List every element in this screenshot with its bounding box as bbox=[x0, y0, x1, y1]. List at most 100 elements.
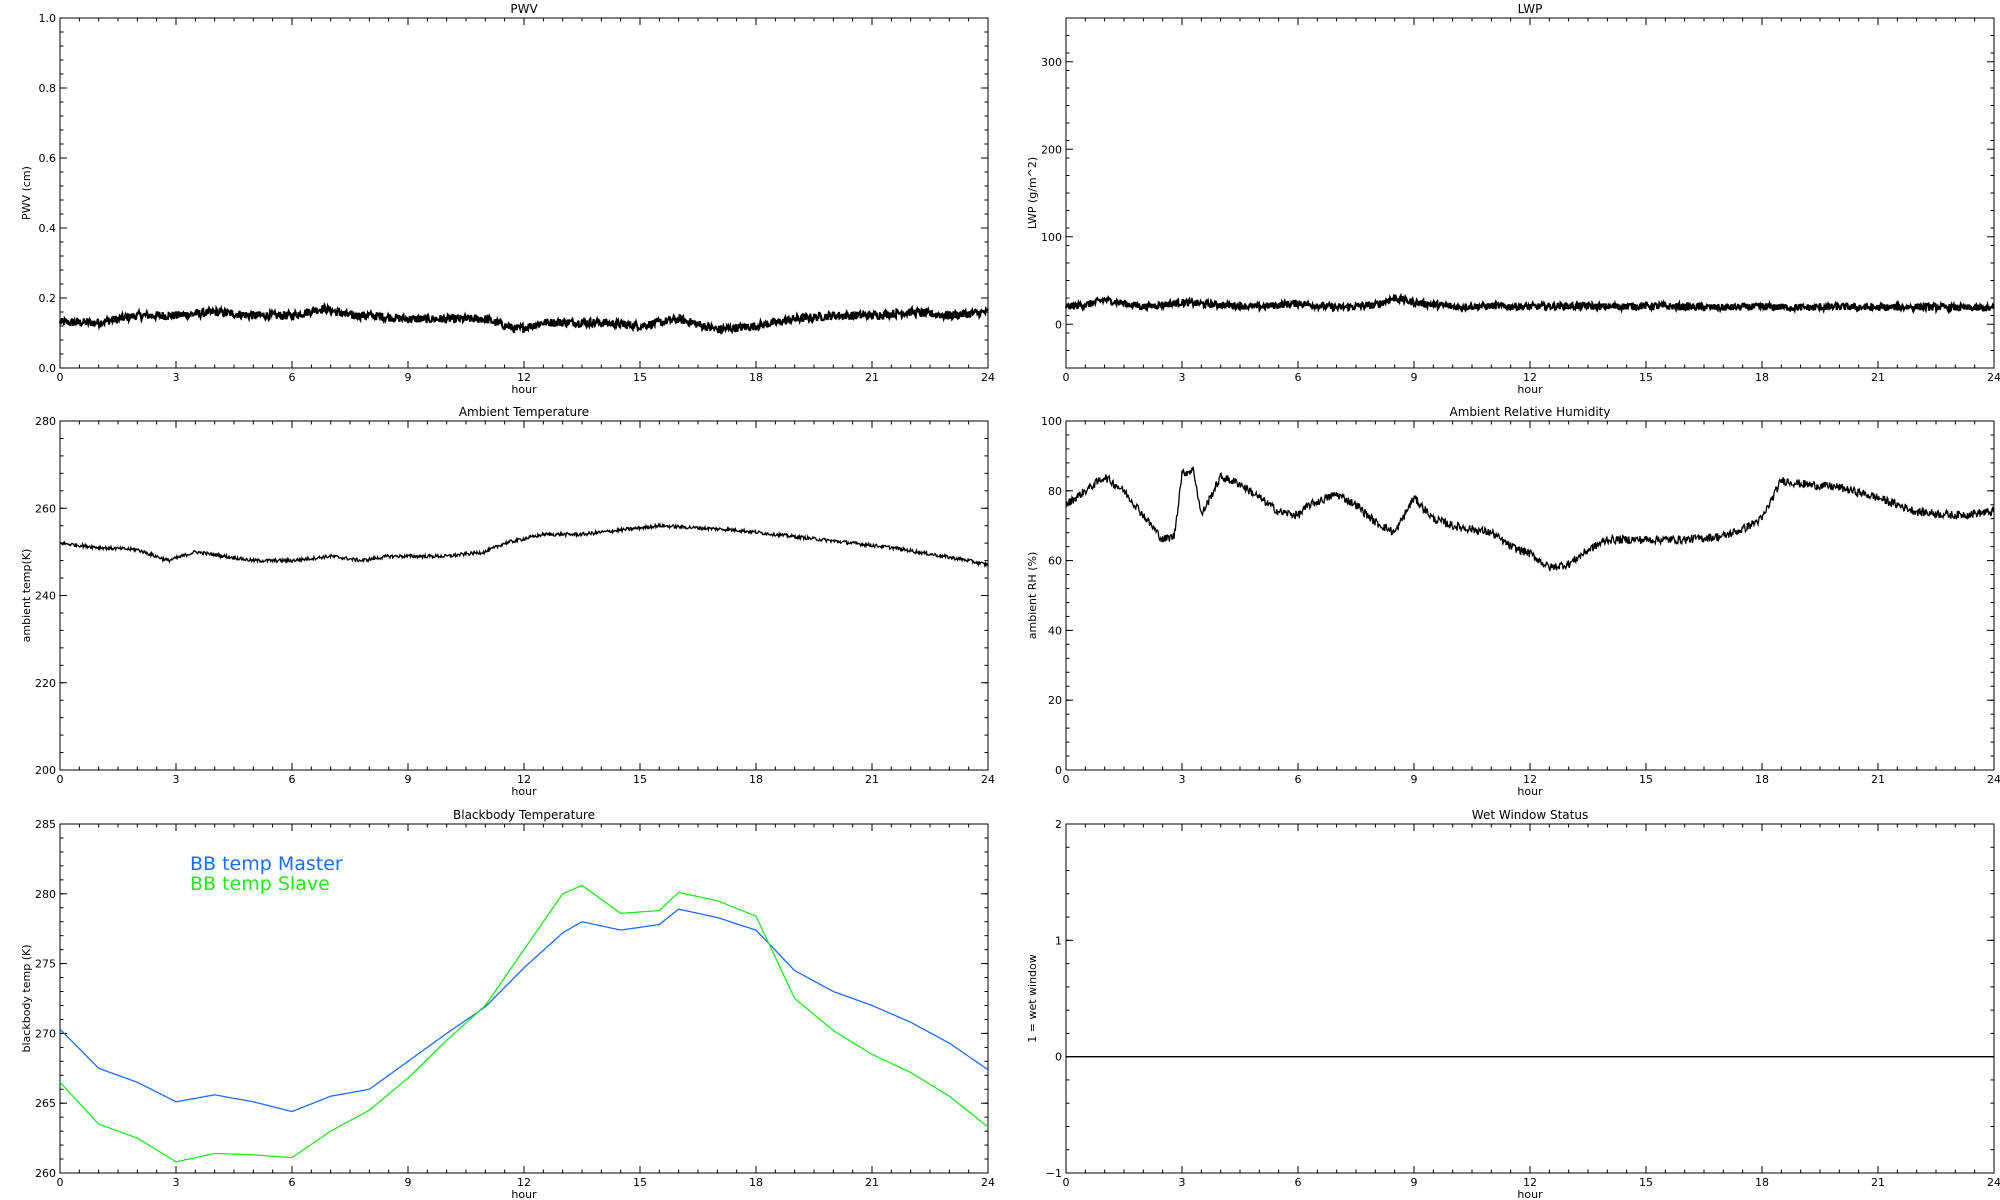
x-tick-label: 15 bbox=[1639, 773, 1653, 786]
x-tick-label: 6 bbox=[1295, 1176, 1302, 1189]
y-tick-label: 280 bbox=[35, 415, 56, 428]
x-tick-label: 15 bbox=[1639, 371, 1653, 384]
x-tick-label: 21 bbox=[865, 371, 879, 384]
y-axis-label: ambient RH (%) bbox=[1026, 552, 1039, 640]
x-axis-label: hour bbox=[1517, 1188, 1543, 1200]
chart-panel-4: Ambient Relative Humidity 0 3 6 9 12 15 18 21 24 h… bbox=[1026, 405, 2000, 798]
x-tick-label: 9 bbox=[1411, 1176, 1418, 1189]
x-tick-label: 15 bbox=[633, 773, 647, 786]
legend-entry: BB temp Slave bbox=[190, 873, 330, 895]
plot-frame bbox=[1065, 823, 1995, 1174]
chart-panel-5: Blackbody Temperature 0 3 6 9 12 15 18 21 24 hour 2… bbox=[20, 808, 995, 1200]
y-axis-label: 1 = wet window bbox=[1026, 954, 1039, 1043]
x-tick-label: 3 bbox=[173, 1176, 180, 1189]
y-tick-label: 260 bbox=[35, 1167, 56, 1180]
y-tick-label: 240 bbox=[35, 590, 56, 603]
x-tick-label: 6 bbox=[1295, 371, 1302, 384]
plot-frame bbox=[1065, 420, 1995, 771]
x-tick-label: 21 bbox=[865, 1176, 879, 1189]
x-tick-label: 12 bbox=[517, 1176, 531, 1189]
x-tick-label: 12 bbox=[517, 773, 531, 786]
chart-title: Ambient Relative Humidity bbox=[1450, 405, 1611, 419]
plot-frame bbox=[1065, 17, 1995, 369]
x-tick-label: 24 bbox=[981, 1176, 995, 1189]
y-tick-label: 100 bbox=[1041, 231, 1062, 244]
x-tick-label: 18 bbox=[749, 1176, 763, 1189]
plot-frame bbox=[59, 420, 989, 771]
chart-title: Ambient Temperature bbox=[459, 405, 589, 419]
y-tick-label: 60 bbox=[1048, 555, 1062, 568]
x-tick-label: 3 bbox=[1179, 773, 1186, 786]
x-tick-label: 9 bbox=[1411, 773, 1418, 786]
x-tick-label: 24 bbox=[1987, 1176, 2000, 1189]
x-tick-label: 9 bbox=[405, 371, 412, 384]
x-tick-label: 21 bbox=[1871, 371, 1885, 384]
x-axis-label: hour bbox=[511, 785, 537, 798]
x-tick-label: 21 bbox=[1871, 1176, 1885, 1189]
series-line-1 bbox=[59, 521, 989, 568]
y-tick-label: 80 bbox=[1048, 485, 1062, 498]
y-tick-label: 40 bbox=[1048, 624, 1062, 637]
x-tick-label: 0 bbox=[57, 1176, 64, 1189]
x-tick-label: 15 bbox=[633, 371, 647, 384]
x-tick-label: 0 bbox=[57, 371, 64, 384]
y-tick-label: 300 bbox=[1041, 56, 1062, 69]
chart-panel-1: PWV 0 3 6 9 12 15 18 21 24 hour 0.0 0.2 0.4 0.6 0.8 1.0 P… bbox=[20, 2, 995, 396]
x-tick-label: 9 bbox=[405, 773, 412, 786]
chart-panel-2: LWP 0 3 6 9 12 15 18 21 24 hour 0 100 200 300 LWP (g/m^… bbox=[1026, 2, 2000, 396]
chart-panel-3: Ambient Temperature 0 3 6 9 12 15 18 21 24 hour 200… bbox=[20, 405, 995, 798]
y-tick-label: 275 bbox=[35, 958, 56, 971]
x-tick-label: 6 bbox=[289, 371, 296, 384]
y-tick-label: 285 bbox=[35, 818, 56, 831]
x-tick-label: 6 bbox=[289, 773, 296, 786]
x-tick-label: 24 bbox=[1987, 371, 2000, 384]
x-tick-label: 12 bbox=[1523, 1176, 1537, 1189]
y-tick-label: 20 bbox=[1048, 694, 1062, 707]
x-axis-label: hour bbox=[511, 383, 537, 396]
y-tick-label: 260 bbox=[35, 502, 56, 515]
x-tick-label: 12 bbox=[1523, 371, 1537, 384]
y-tick-label: 200 bbox=[35, 764, 56, 777]
legend-entry: BB temp Master bbox=[190, 853, 343, 875]
x-tick-label: 0 bbox=[1063, 773, 1070, 786]
x-tick-label: 3 bbox=[173, 371, 180, 384]
x-tick-label: 15 bbox=[1639, 1176, 1653, 1189]
y-tick-label: 1.0 bbox=[39, 12, 57, 25]
y-tick-label: 0.8 bbox=[39, 82, 57, 95]
y-tick-label: 265 bbox=[35, 1097, 56, 1110]
x-axis-label: hour bbox=[1517, 785, 1543, 798]
y-tick-label: 0 bbox=[1055, 318, 1062, 331]
y-tick-label: 1 bbox=[1055, 934, 1062, 947]
x-tick-label: 12 bbox=[517, 371, 531, 384]
x-tick-label: 18 bbox=[749, 773, 763, 786]
x-tick-label: 0 bbox=[1063, 371, 1070, 384]
x-tick-label: 18 bbox=[1755, 371, 1769, 384]
x-tick-label: 18 bbox=[1755, 1176, 1769, 1189]
chart-title: Wet Window Status bbox=[1472, 808, 1588, 822]
x-tick-label: 12 bbox=[1523, 773, 1537, 786]
series-line-1 bbox=[1064, 292, 1995, 315]
series-line-1 bbox=[1065, 466, 1995, 572]
x-tick-label: 21 bbox=[865, 773, 879, 786]
y-tick-label: 0 bbox=[1055, 1051, 1062, 1064]
x-tick-label: 24 bbox=[981, 773, 995, 786]
y-tick-label: 0.0 bbox=[39, 362, 57, 375]
y-tick-label: 0 bbox=[1055, 764, 1062, 777]
y-tick-label: −1 bbox=[1046, 1167, 1062, 1180]
x-tick-label: 24 bbox=[981, 371, 995, 384]
chart-title: PWV bbox=[510, 2, 538, 16]
y-tick-label: 270 bbox=[35, 1027, 56, 1040]
x-axis-label: hour bbox=[1517, 383, 1543, 396]
y-axis-label: LWP (g/m^2) bbox=[1026, 157, 1039, 229]
series-line-1 bbox=[58, 301, 989, 335]
x-tick-label: 9 bbox=[1411, 371, 1418, 384]
x-tick-label: 21 bbox=[1871, 773, 1885, 786]
y-tick-label: 0.4 bbox=[39, 222, 57, 235]
x-tick-label: 0 bbox=[1063, 1176, 1070, 1189]
chart-title: Blackbody Temperature bbox=[453, 808, 595, 822]
x-tick-label: 15 bbox=[633, 1176, 647, 1189]
series-line-1 bbox=[59, 908, 989, 1113]
x-tick-label: 9 bbox=[405, 1176, 412, 1189]
